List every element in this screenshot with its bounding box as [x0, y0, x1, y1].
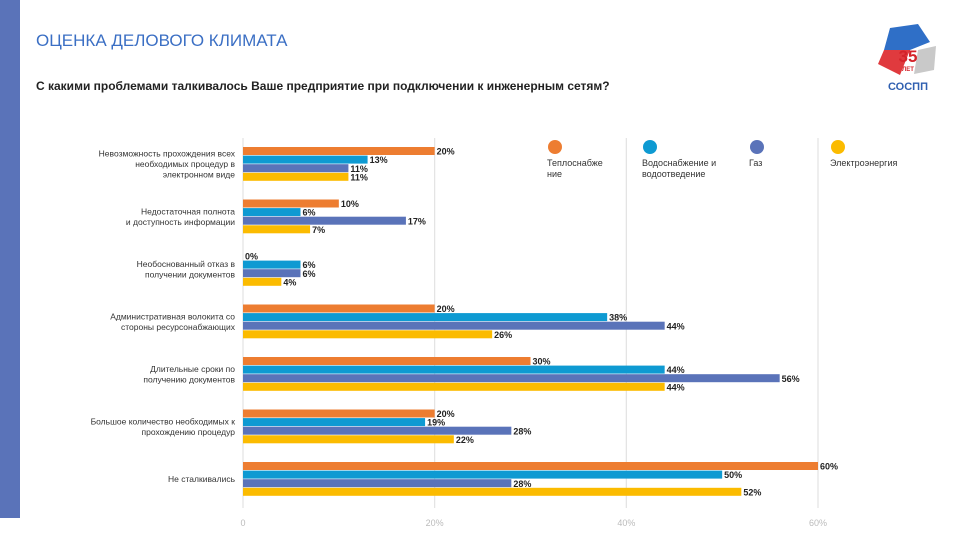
data-label: 26% — [494, 330, 512, 340]
data-label: 11% — [350, 172, 368, 182]
data-label: 6% — [303, 260, 316, 270]
category-label: необходимых процедур в — [135, 159, 235, 169]
category-label: Административная волокита со — [110, 311, 235, 321]
data-label: 44% — [667, 365, 685, 375]
legend-label: водоотведение — [642, 169, 705, 179]
bar — [243, 330, 493, 339]
page-title: ОЦЕНКА ДЕЛОВОГО КЛИМАТА — [36, 31, 288, 50]
data-label: 50% — [724, 470, 742, 480]
sospp-logo: 35 ЛЕТ СОСПП — [878, 24, 936, 93]
bar — [243, 225, 311, 234]
data-label: 6% — [303, 208, 316, 218]
data-label: 4% — [283, 277, 296, 287]
bar — [243, 435, 454, 444]
bar — [243, 470, 723, 479]
data-label: 17% — [408, 216, 426, 226]
data-label: 20% — [437, 409, 455, 419]
bar — [243, 172, 349, 181]
bar — [243, 147, 435, 155]
bar — [243, 374, 780, 383]
legend-label: Водоснабжение и — [642, 158, 716, 168]
category-label: и доступность информации — [126, 217, 235, 227]
legend-marker — [643, 140, 657, 154]
bar — [243, 313, 608, 322]
bar — [243, 418, 426, 427]
bar — [243, 260, 301, 269]
data-label: 7% — [312, 225, 325, 235]
data-label: 44% — [667, 382, 685, 392]
bar — [243, 199, 339, 208]
x-tick-label: 0 — [240, 518, 245, 528]
data-label: 0% — [245, 252, 258, 262]
data-label: 13% — [370, 155, 388, 165]
category-label: Не сталкивались — [168, 474, 236, 484]
bar — [243, 208, 301, 217]
legend-label: Электроэнергия — [830, 158, 897, 168]
data-label: 10% — [341, 199, 359, 209]
x-tick-label: 40% — [617, 518, 635, 528]
data-label: 22% — [456, 435, 474, 445]
legend-marker — [548, 140, 562, 154]
legend-marker — [750, 140, 764, 154]
category-label: Большое количество необходимых к — [91, 416, 236, 426]
data-label: 20% — [437, 304, 455, 314]
data-label: 28% — [513, 426, 531, 436]
svg-text:СОСПП: СОСПП — [888, 81, 928, 93]
bar — [243, 357, 531, 365]
legend-label: Теплоснабже — [547, 158, 603, 168]
category-label: электронном виде — [163, 170, 236, 180]
svg-text:35: 35 — [899, 47, 918, 66]
x-tick-label: 60% — [809, 518, 827, 528]
bar — [243, 479, 512, 488]
bar — [243, 269, 301, 278]
category-label: Невозможность прохождения всех — [99, 149, 236, 159]
category-label: Длительные сроки по — [150, 364, 235, 374]
category-label: получению документов — [143, 374, 235, 384]
bar — [243, 365, 665, 374]
bar — [243, 277, 282, 286]
data-label: 52% — [743, 487, 761, 497]
category-label: прохождению процедур — [141, 427, 235, 437]
data-label: 44% — [667, 321, 685, 331]
bar — [243, 487, 742, 496]
data-label: 11% — [350, 164, 368, 174]
data-label: 56% — [782, 374, 800, 384]
svg-text:ЛЕТ: ЛЕТ — [902, 67, 914, 73]
legend-label: Газ — [749, 158, 762, 168]
category-label: Необоснованный отказ в — [137, 259, 236, 269]
bar — [243, 155, 368, 164]
legend-label: ние — [547, 169, 562, 179]
data-label: 60% — [820, 462, 838, 472]
question: С какими проблемами талкивалось Ваше пре… — [36, 79, 610, 93]
bar — [243, 216, 406, 225]
side-strip — [0, 0, 20, 518]
data-label: 19% — [427, 418, 445, 428]
category-label: стороны ресурсонабжающих — [121, 322, 236, 332]
data-label: 30% — [533, 357, 551, 367]
data-label: 20% — [437, 147, 455, 157]
data-label: 28% — [513, 479, 531, 489]
category-label: получении документов — [145, 269, 236, 279]
bar — [243, 321, 665, 330]
bar — [243, 304, 435, 313]
data-label: 6% — [303, 269, 316, 279]
category-label: Недостаточная полнота — [141, 206, 235, 216]
bar — [243, 382, 665, 391]
data-label: 38% — [609, 313, 627, 323]
x-tick-label: 20% — [426, 518, 444, 528]
bar — [243, 164, 349, 173]
bar — [243, 462, 818, 470]
legend-marker — [831, 140, 845, 154]
bar — [243, 426, 512, 435]
bar — [243, 409, 435, 418]
